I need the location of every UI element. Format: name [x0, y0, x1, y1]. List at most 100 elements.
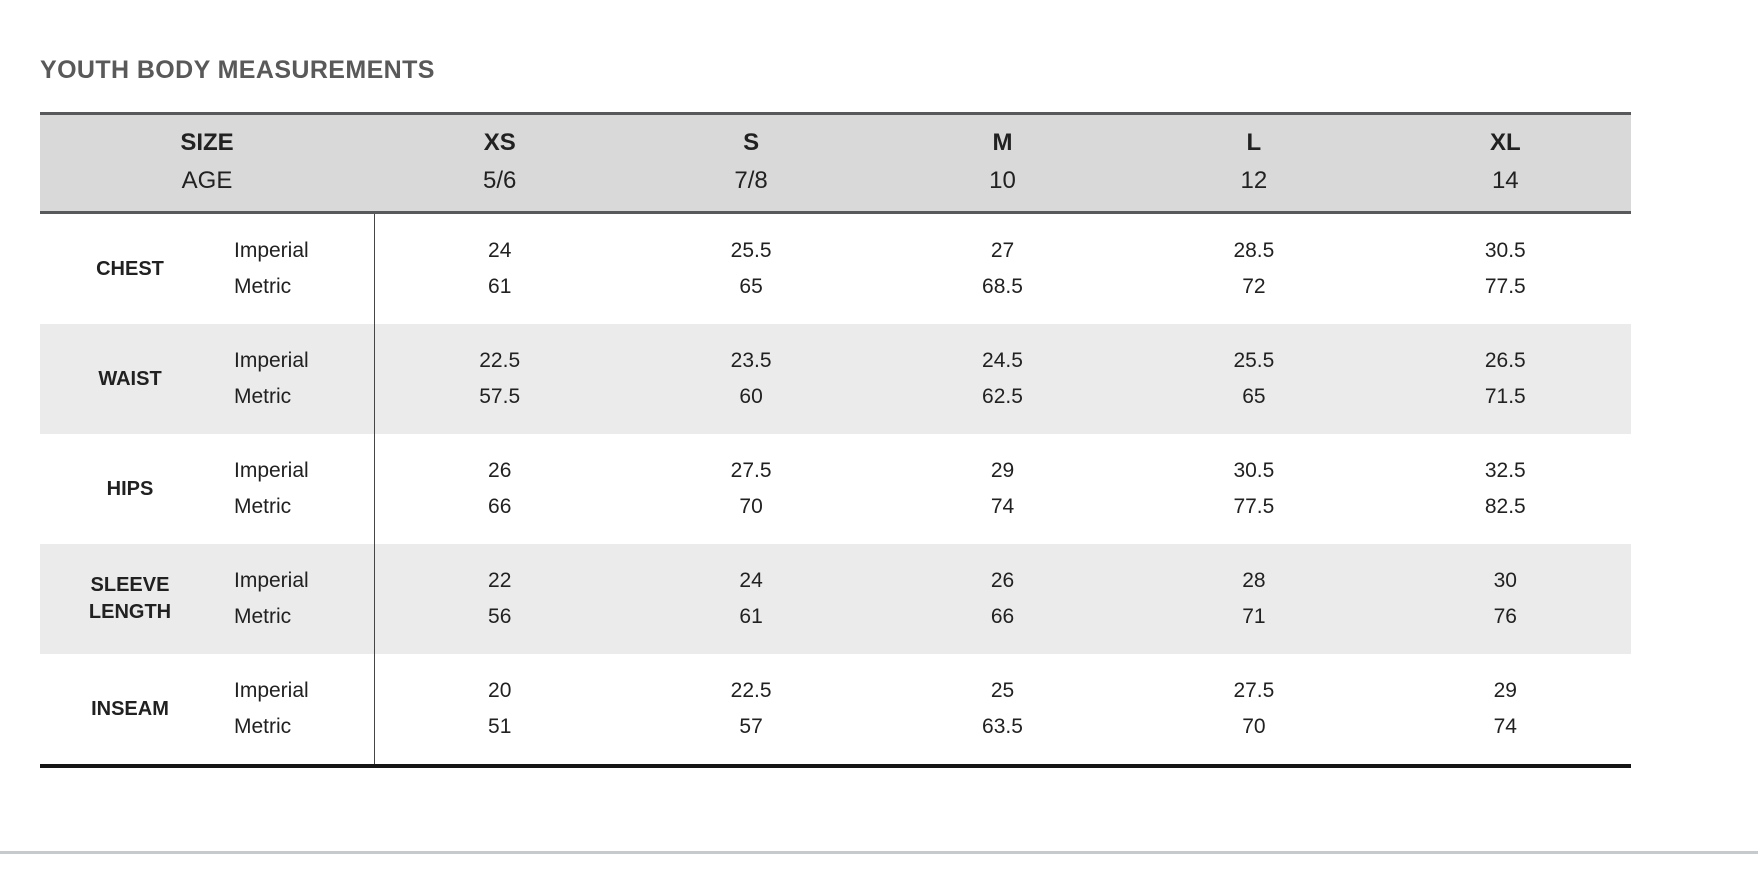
value-cell: 30.5 77.5	[1128, 453, 1379, 525]
measurement-name: SLEEVE LENGTH	[88, 574, 172, 623]
value-cell: 26.5 71.5	[1380, 343, 1631, 415]
measurement-name: WAIST	[98, 367, 162, 390]
value-cell: 27.5 70	[1128, 673, 1379, 745]
header-age-value: 14	[1491, 167, 1519, 194]
header-size-value: S	[743, 129, 760, 156]
measurement-name: INSEAM	[91, 697, 169, 720]
unit-metric-label: Metric	[234, 275, 292, 298]
header-col-xs: XS 5/6	[374, 124, 625, 200]
unit-labels-cell: Imperial Metric	[220, 343, 374, 415]
metric-value: 74	[1493, 715, 1517, 738]
unit-labels-cell: Imperial Metric	[220, 563, 374, 635]
unit-imperial-label: Imperial	[234, 569, 309, 592]
metric-value: 70	[739, 495, 763, 518]
header-size-age-cell: SIZE AGE	[40, 124, 374, 200]
metric-value: 63.5	[982, 715, 1023, 738]
metric-value: 57	[739, 715, 763, 738]
value-cell: 25.5 65	[625, 233, 876, 305]
metric-value: 51	[488, 715, 512, 738]
unit-metric-label: Metric	[234, 605, 292, 628]
header-size-value: XL	[1489, 129, 1521, 156]
metric-value: 65	[739, 275, 763, 298]
header-col-m: M 10	[877, 124, 1128, 200]
metric-value: 66	[990, 605, 1015, 628]
imperial-value: 27.5	[1233, 679, 1275, 702]
unit-imperial-label: Imperial	[234, 679, 309, 702]
header-age-value: 7/8	[734, 167, 768, 194]
imperial-value: 22.5	[479, 349, 521, 372]
table-row-chest: CHEST Imperial Metric 24 61 25.5 65 27 6…	[40, 214, 1631, 324]
imperial-value: 24	[739, 569, 763, 592]
imperial-value: 30.5	[1233, 459, 1275, 482]
value-cell: 24 61	[374, 233, 625, 305]
value-cell: 32.5 82.5	[1380, 453, 1631, 525]
metric-value: 77.5	[1484, 275, 1526, 298]
metric-value: 77.5	[1233, 495, 1275, 518]
value-cell: 20 51	[374, 673, 625, 745]
measurement-name: CHEST	[96, 257, 164, 280]
imperial-value: 22	[488, 569, 512, 592]
header-size-label: SIZE	[180, 129, 234, 156]
value-cell: 27 68.5	[877, 233, 1128, 305]
imperial-value: 30	[1493, 569, 1517, 592]
imperial-value: 28.5	[1233, 239, 1275, 262]
value-cell: 28 71	[1128, 563, 1379, 635]
imperial-value: 20	[488, 679, 512, 702]
table-row-sleeve-length: SLEEVE LENGTH Imperial Metric 22 56 24 6…	[40, 544, 1631, 654]
metric-value: 62.5	[982, 385, 1023, 408]
value-cell: 24.5 62.5	[877, 343, 1128, 415]
value-cell: 29 74	[1380, 673, 1631, 745]
unit-metric-label: Metric	[234, 495, 292, 518]
unit-labels-cell: Imperial Metric	[220, 673, 374, 745]
metric-value: 56	[488, 605, 512, 628]
unit-imperial-label: Imperial	[234, 239, 309, 262]
imperial-value: 29	[990, 459, 1015, 482]
value-cell: 22.5 57.5	[374, 343, 625, 415]
metric-value: 82.5	[1484, 495, 1526, 518]
value-cell: 24 61	[625, 563, 876, 635]
value-cell: 28.5 72	[1128, 233, 1379, 305]
header-age-value: 10	[989, 167, 1016, 194]
value-cell: 25.5 65	[1128, 343, 1379, 415]
metric-value: 71	[1242, 605, 1266, 628]
header-size-value: L	[1246, 129, 1262, 156]
table-header-row: SIZE AGE XS 5/6 S 7/8 M 10 L 12 XL 14	[40, 112, 1631, 214]
imperial-value: 25	[990, 679, 1015, 702]
youth-body-measurements-table: SIZE AGE XS 5/6 S 7/8 M 10 L 12 XL 14	[40, 112, 1631, 768]
metric-value: 57.5	[479, 385, 521, 408]
header-col-l: L 12	[1128, 124, 1379, 200]
imperial-value: 28	[1242, 569, 1266, 592]
header-age-label: AGE	[181, 167, 233, 194]
metric-value: 76	[1493, 605, 1517, 628]
imperial-value: 23.5	[730, 349, 772, 372]
value-cell: 26 66	[877, 563, 1128, 635]
value-cell: 22 56	[374, 563, 625, 635]
header-col-s: S 7/8	[625, 124, 876, 200]
column-divider-line	[374, 214, 375, 764]
table-row-hips: HIPS Imperial Metric 26 66 27.5 70 29 74	[40, 434, 1631, 544]
header-age-value: 12	[1240, 167, 1268, 194]
metric-value: 66	[488, 495, 512, 518]
imperial-value: 30.5	[1484, 239, 1526, 262]
imperial-value: 32.5	[1484, 459, 1526, 482]
imperial-value: 29	[1493, 679, 1517, 702]
unit-labels-cell: Imperial Metric	[220, 233, 374, 305]
value-cell: 25 63.5	[877, 673, 1128, 745]
measurement-name: HIPS	[106, 477, 154, 500]
unit-imperial-label: Imperial	[234, 459, 309, 482]
unit-metric-label: Metric	[234, 385, 292, 408]
imperial-value: 24.5	[982, 349, 1023, 372]
table-body: CHEST Imperial Metric 24 61 25.5 65 27 6…	[40, 214, 1631, 768]
imperial-value: 25.5	[1233, 349, 1275, 372]
metric-value: 61	[739, 605, 763, 628]
value-cell: 30.5 77.5	[1380, 233, 1631, 305]
metric-value: 61	[488, 275, 512, 298]
table-row-waist: WAIST Imperial Metric 22.5 57.5 23.5 60 …	[40, 324, 1631, 434]
value-cell: 26 66	[374, 453, 625, 525]
page-title: YOUTH BODY MEASUREMENTS	[40, 56, 435, 84]
value-cell: 23.5 60	[625, 343, 876, 415]
value-cell: 30 76	[1380, 563, 1631, 635]
metric-value: 71.5	[1484, 385, 1526, 408]
metric-value: 74	[990, 495, 1015, 518]
